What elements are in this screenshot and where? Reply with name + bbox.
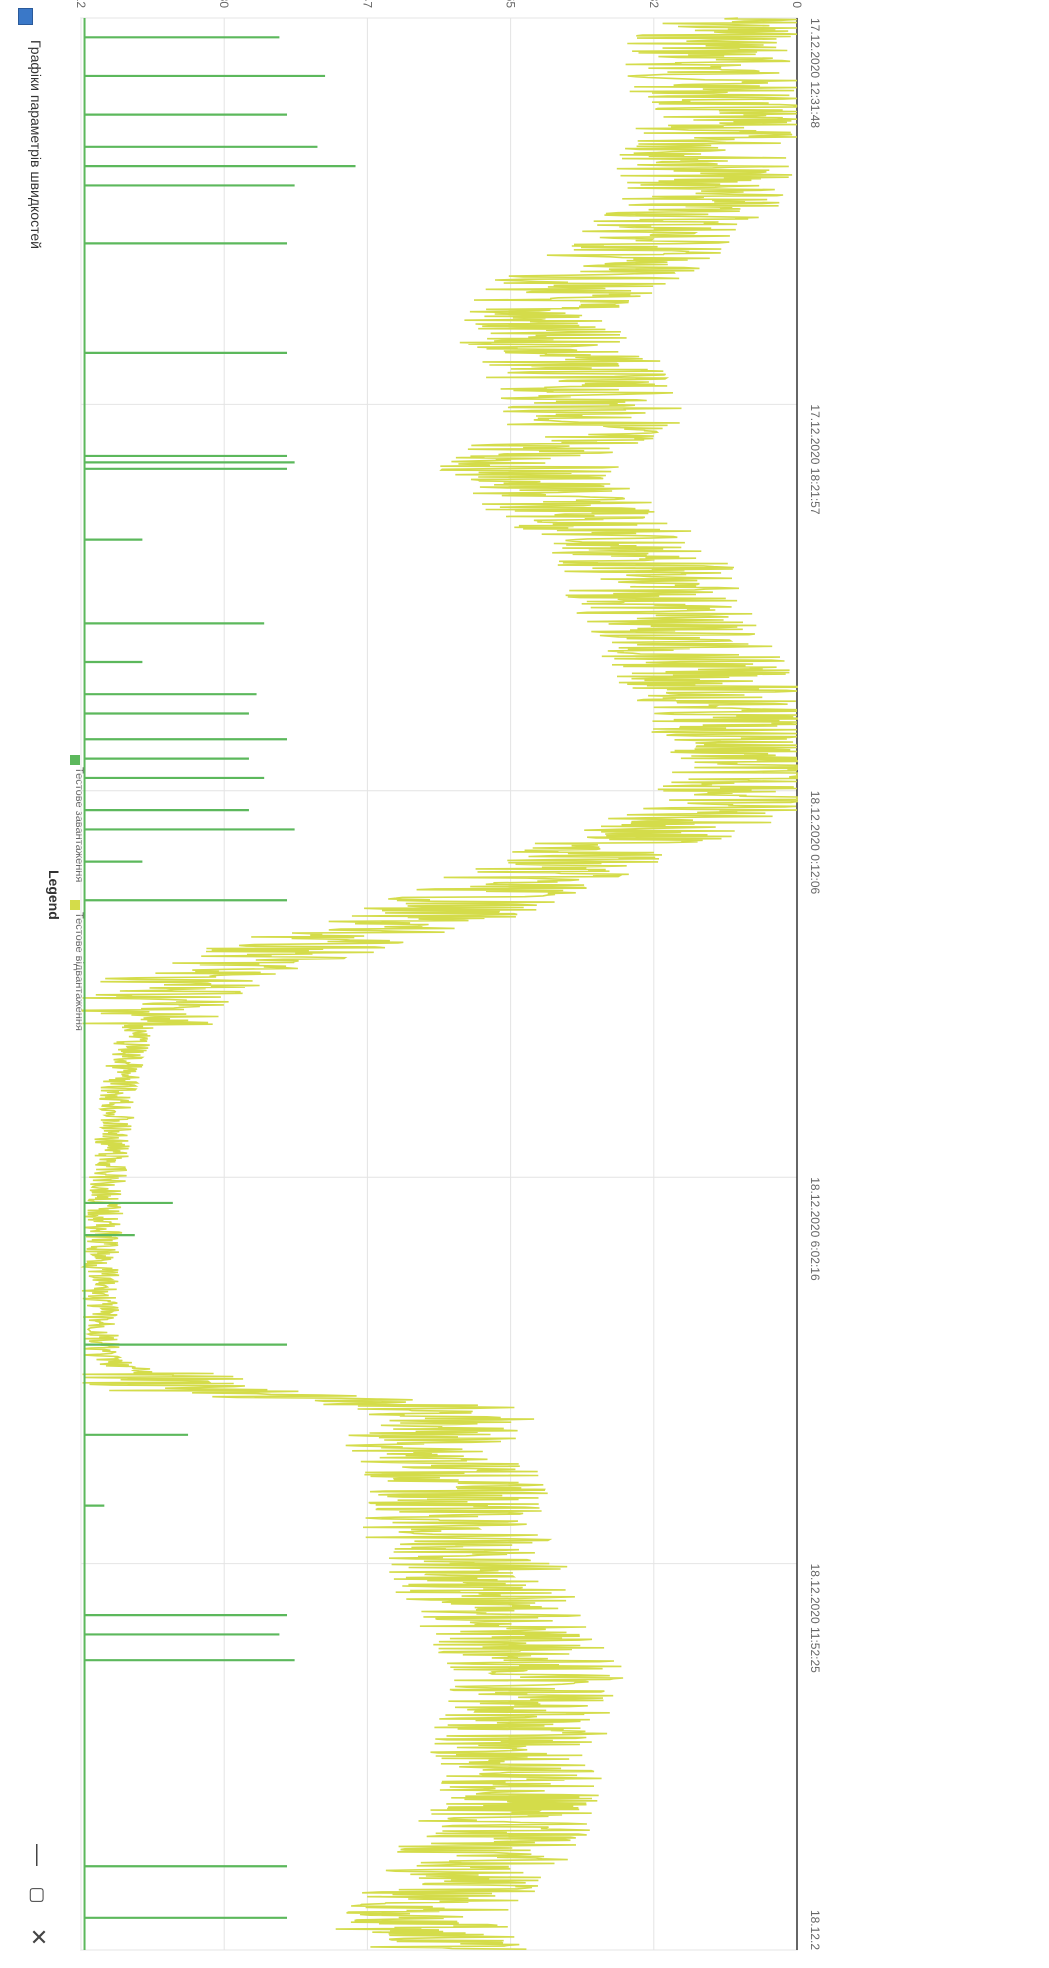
series-upload-line bbox=[80, 17, 798, 1950]
y-tick-label: 18 812 982 bbox=[647, 0, 661, 8]
app-icon bbox=[18, 8, 33, 25]
y-tick-label: 0 bbox=[790, 1, 804, 8]
y-tick-label: 94 064 912 bbox=[74, 0, 88, 8]
x-tick-label: 18.12.2020 11:52:25 bbox=[808, 1564, 822, 1674]
legend-swatch-1 bbox=[70, 900, 80, 910]
y-tick-label: 37 625 965 bbox=[504, 0, 518, 8]
y-tick-label: 75 251 930 bbox=[217, 0, 231, 8]
x-tick-label: 17.12.2020 18:21:57 bbox=[808, 404, 822, 514]
x-tick-label: 18.12.2020 0:12:06 bbox=[808, 791, 822, 895]
y-tick-label: 56 438 947 bbox=[360, 0, 374, 8]
x-tick-label: 18.12.2 bbox=[808, 1910, 822, 1950]
legend-swatch-0 bbox=[70, 755, 80, 765]
x-tick-label: 18.12.2020 6:02:16 bbox=[808, 1177, 822, 1281]
x-tick-label: 17.12.2020 12:31:48 bbox=[808, 18, 822, 128]
